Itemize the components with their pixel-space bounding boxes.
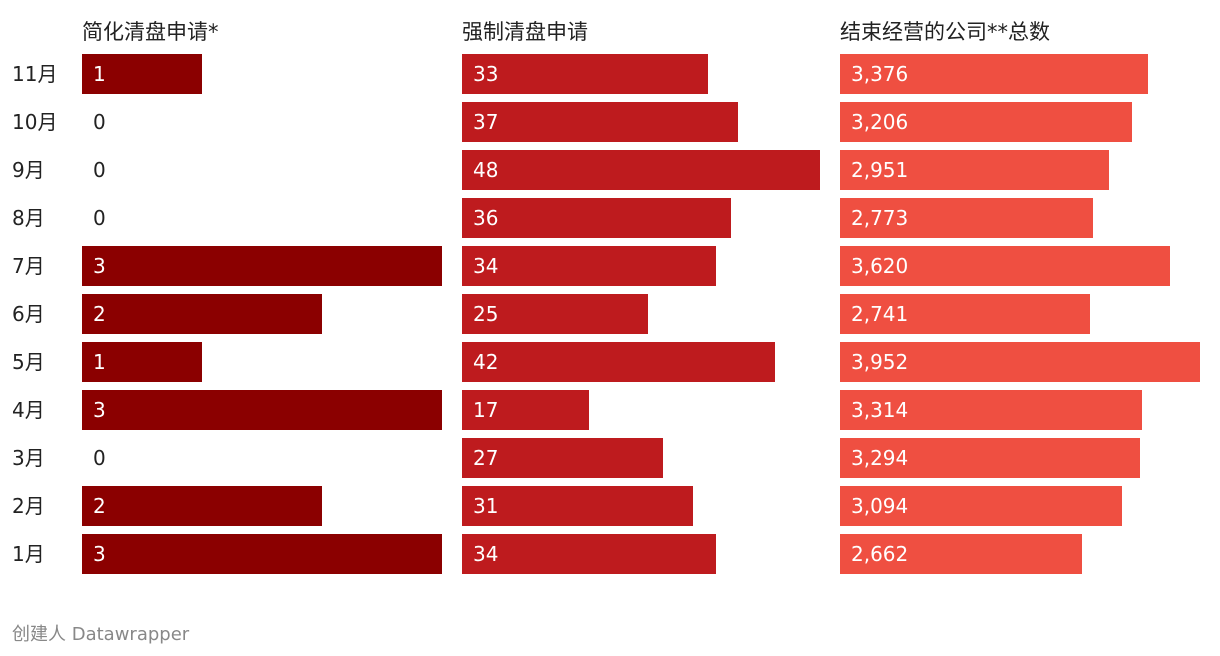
data-label: 2,951 bbox=[851, 158, 909, 182]
data-label: 37 bbox=[473, 110, 499, 134]
data-label: 1 bbox=[93, 350, 106, 374]
data-label: 3,314 bbox=[851, 398, 909, 422]
bar bbox=[840, 294, 1090, 334]
bar bbox=[840, 150, 1109, 190]
month-label: 8月 bbox=[12, 206, 45, 230]
month-label: 11月 bbox=[12, 62, 58, 86]
data-label: 48 bbox=[473, 158, 499, 182]
bar bbox=[840, 342, 1200, 382]
data-label: 27 bbox=[473, 446, 499, 470]
bar bbox=[840, 102, 1133, 142]
bar bbox=[840, 54, 1148, 94]
bar bbox=[462, 246, 716, 286]
data-label: 3 bbox=[93, 398, 106, 422]
data-label: 0 bbox=[93, 158, 106, 182]
series-header: 结束经营的公司**总数 bbox=[840, 20, 1050, 44]
data-label: 3 bbox=[93, 542, 106, 566]
bar bbox=[82, 486, 322, 526]
data-label: 0 bbox=[93, 206, 106, 230]
bar bbox=[82, 294, 322, 334]
bar bbox=[462, 150, 820, 190]
data-label: 36 bbox=[473, 206, 499, 230]
bar bbox=[462, 198, 731, 238]
bar bbox=[840, 246, 1170, 286]
data-label: 3,294 bbox=[851, 446, 909, 470]
month-label: 3月 bbox=[12, 446, 45, 470]
series-header: 强制清盘申请 bbox=[462, 20, 588, 44]
bar bbox=[82, 246, 442, 286]
month-label: 4月 bbox=[12, 398, 45, 422]
credit-footer: 创建人 Datawrapper bbox=[12, 624, 190, 645]
data-label: 3 bbox=[93, 254, 106, 278]
bar bbox=[840, 534, 1083, 574]
data-label: 0 bbox=[93, 110, 106, 134]
month-label: 7月 bbox=[12, 254, 45, 278]
data-label: 33 bbox=[473, 62, 499, 86]
month-label: 6月 bbox=[12, 302, 45, 326]
data-label: 34 bbox=[473, 542, 499, 566]
bar bbox=[840, 198, 1093, 238]
data-label: 2 bbox=[93, 494, 106, 518]
month-label: 1月 bbox=[12, 542, 45, 566]
data-label: 31 bbox=[473, 494, 499, 518]
bar bbox=[462, 294, 649, 334]
data-label: 17 bbox=[473, 398, 499, 422]
data-label: 3,952 bbox=[851, 350, 909, 374]
bar bbox=[840, 390, 1142, 430]
bar bbox=[840, 438, 1141, 478]
bar bbox=[462, 486, 694, 526]
data-label: 34 bbox=[473, 254, 499, 278]
data-label: 3,206 bbox=[851, 110, 909, 134]
bar bbox=[462, 390, 589, 430]
data-label: 3,620 bbox=[851, 254, 909, 278]
data-label: 2,741 bbox=[851, 302, 909, 326]
bar bbox=[82, 54, 202, 94]
series-header: 简化清盘申请* bbox=[82, 20, 219, 44]
bar bbox=[462, 102, 738, 142]
month-label: 2月 bbox=[12, 494, 45, 518]
data-label: 42 bbox=[473, 350, 499, 374]
month-label: 10月 bbox=[12, 110, 58, 134]
month-label: 5月 bbox=[12, 350, 45, 374]
data-label: 2,662 bbox=[851, 542, 909, 566]
data-label: 2,773 bbox=[851, 206, 909, 230]
bar bbox=[462, 342, 776, 382]
bar bbox=[82, 342, 202, 382]
month-label: 9月 bbox=[12, 158, 45, 182]
data-label: 3,376 bbox=[851, 62, 909, 86]
data-label: 25 bbox=[473, 302, 499, 326]
bar bbox=[82, 534, 442, 574]
data-label: 0 bbox=[93, 446, 106, 470]
bar bbox=[82, 390, 442, 430]
bar bbox=[462, 54, 709, 94]
data-label: 1 bbox=[93, 62, 106, 86]
data-label: 3,094 bbox=[851, 494, 909, 518]
bar bbox=[462, 534, 716, 574]
data-label: 2 bbox=[93, 302, 106, 326]
bar bbox=[840, 486, 1122, 526]
bar bbox=[462, 438, 664, 478]
